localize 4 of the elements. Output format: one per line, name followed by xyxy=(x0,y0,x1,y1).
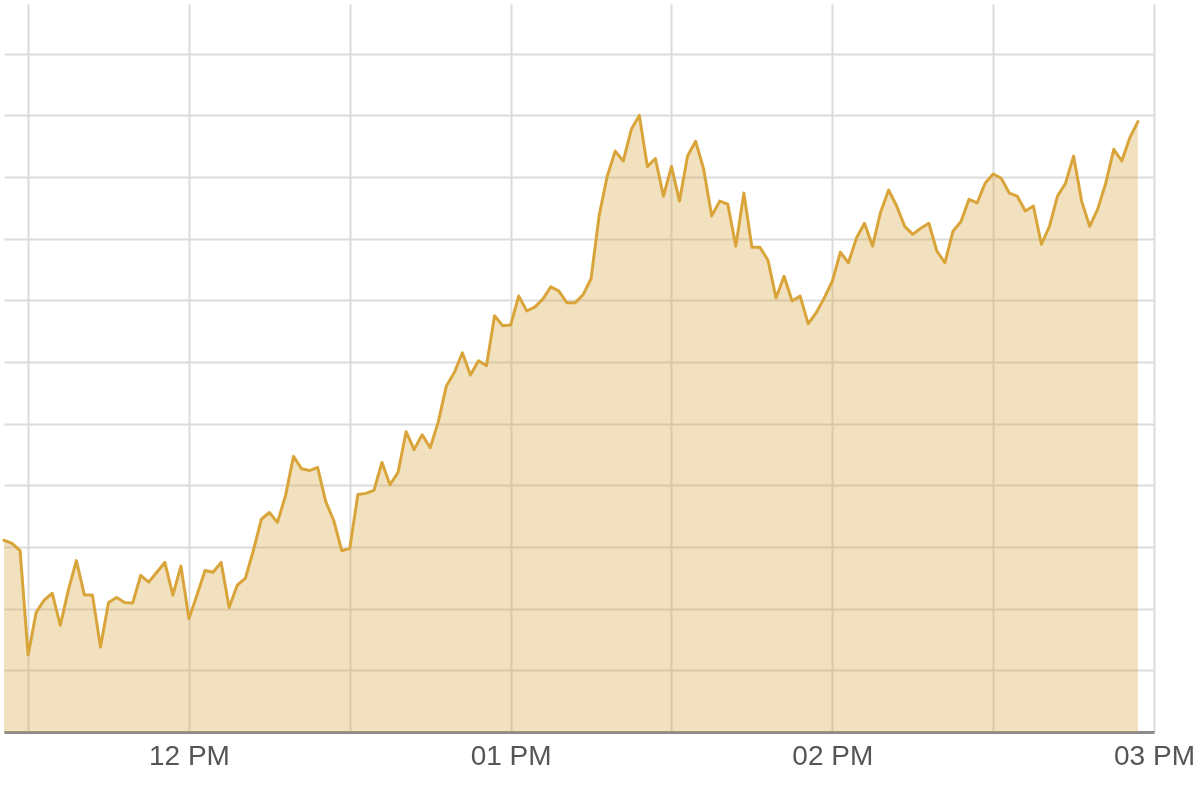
x-tick-label: 01 PM xyxy=(470,739,552,771)
x-tick-label: 03 PM xyxy=(1114,739,1195,771)
x-tick-label: 02 PM xyxy=(792,739,874,771)
x-tick-label: 12 PM xyxy=(149,739,230,771)
